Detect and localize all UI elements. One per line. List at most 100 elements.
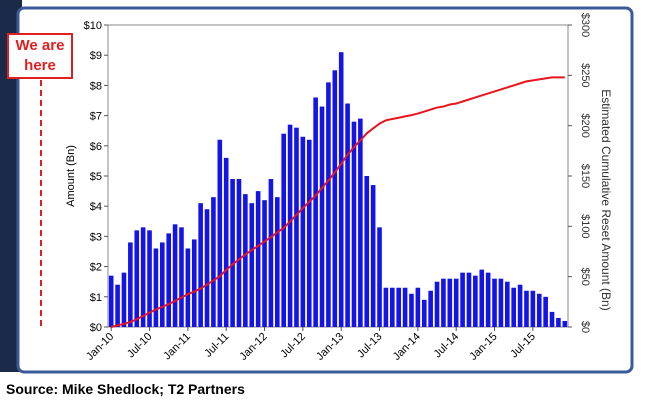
bar: [166, 233, 171, 327]
bar: [396, 287, 401, 327]
bar: [492, 278, 497, 327]
bar: [421, 299, 427, 327]
bar: [319, 106, 325, 327]
bar: [428, 290, 433, 327]
bar: [358, 118, 363, 328]
bar: [185, 248, 191, 327]
bar: [281, 133, 286, 327]
bar: [153, 248, 159, 327]
bar: [191, 239, 197, 327]
y2-tick-label: $150: [579, 164, 591, 188]
bar: [108, 275, 114, 327]
bar: [460, 272, 465, 327]
bar: [517, 284, 523, 327]
bar: [338, 52, 344, 328]
bar: [249, 203, 255, 327]
bar: [217, 139, 223, 327]
bar: [223, 157, 229, 327]
bar: [313, 97, 318, 327]
y2-tick-label: $0: [579, 321, 591, 333]
bar: [134, 230, 140, 327]
bar: [543, 296, 548, 327]
bar: [511, 287, 516, 327]
bar: [524, 290, 529, 327]
bar: [505, 281, 510, 327]
bar: [300, 136, 306, 327]
bar: [530, 290, 536, 327]
y-tick-label: $5: [90, 171, 102, 183]
bar: [294, 127, 299, 328]
plot-area: [107, 24, 569, 328]
bar: [402, 287, 408, 327]
y-tick-label: $3: [90, 231, 102, 243]
bar: [479, 269, 485, 327]
bar: [377, 227, 382, 327]
bar: [230, 179, 235, 327]
bar: [179, 227, 184, 327]
bar: [562, 320, 568, 327]
bar: [390, 287, 395, 327]
y-tick-label: $8: [90, 80, 102, 92]
bar: [536, 293, 542, 327]
bar: [453, 278, 459, 327]
bar: [243, 194, 248, 327]
bar: [275, 197, 280, 327]
bar: [383, 287, 389, 327]
y-tick-label: $1: [90, 292, 102, 304]
bar: [115, 284, 120, 327]
bar: [236, 179, 242, 327]
bar: [370, 185, 376, 327]
bar: [268, 179, 274, 327]
annotation-text: here: [24, 57, 56, 74]
bar: [255, 191, 261, 327]
y-tick-label: $4: [90, 201, 102, 213]
bar: [364, 176, 370, 327]
bar: [147, 230, 152, 327]
y2-tick-label: $100: [579, 214, 591, 238]
y-axis-title: Amount (Bn): [65, 145, 77, 207]
bar: [473, 275, 478, 327]
bar: [351, 121, 357, 327]
bar: [409, 293, 414, 327]
y2-tick-label: $200: [579, 113, 591, 137]
y-tick-label: $0: [90, 322, 102, 334]
y2-tick-label: $250: [579, 63, 591, 87]
bar: [172, 224, 178, 327]
y2-axis-title: Estimated Cumulative Reset Amount (Bn): [599, 89, 613, 310]
bar: [466, 272, 472, 327]
y2-tick-label: $300: [579, 13, 591, 37]
y-tick-label: $9: [90, 50, 102, 62]
y-tick-label: $7: [90, 111, 102, 123]
bar: [498, 278, 504, 327]
source-note: Source: Mike Shedlock; T2 Partners: [6, 381, 245, 397]
bar: [485, 272, 491, 327]
bar: [556, 317, 561, 327]
bar: [549, 311, 555, 327]
bar: [287, 124, 293, 327]
bar: [332, 70, 338, 328]
bar: [204, 209, 210, 327]
y-tick-label: $2: [90, 262, 102, 274]
bar: [198, 203, 203, 327]
bar: [211, 197, 216, 327]
bar: [306, 139, 312, 327]
y-tick-label: $6: [90, 141, 102, 153]
bar: [326, 82, 331, 327]
annotation-text: We are: [16, 37, 65, 54]
bar: [441, 278, 446, 327]
y-tick-label: $10: [84, 20, 102, 32]
bar: [128, 242, 133, 327]
annotation-box: [7, 33, 73, 79]
bar: [262, 200, 267, 327]
bar: [415, 287, 421, 327]
bar: [447, 278, 453, 327]
bar: [160, 242, 165, 327]
bar: [434, 281, 440, 327]
bar: [140, 227, 146, 327]
line: [110, 76, 565, 328]
y2-tick-label: $50: [579, 267, 591, 285]
bar: [121, 272, 127, 327]
bar: [345, 103, 350, 328]
